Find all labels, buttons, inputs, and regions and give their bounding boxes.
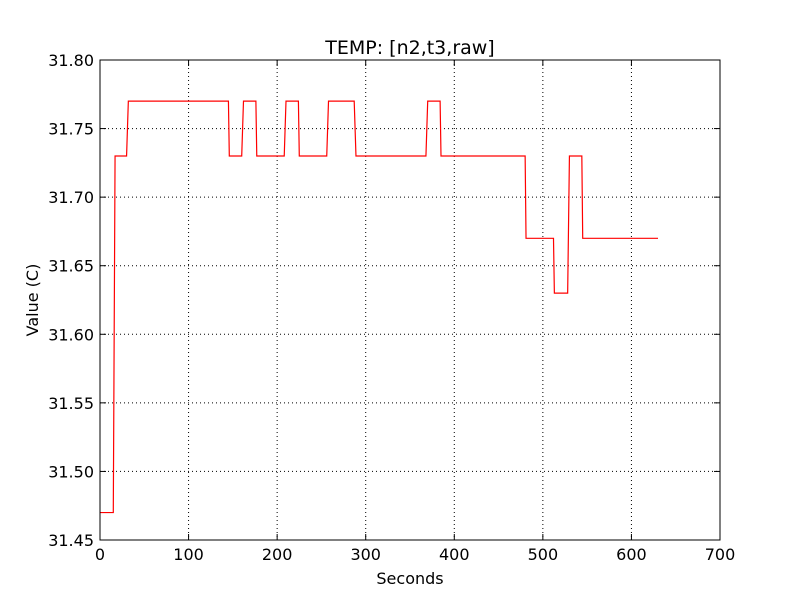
x-tick-label: 500 — [528, 545, 559, 564]
y-tick-labels: 31.45 31.50 31.55 31.60 31.65 31.70 31.75 31.80 — [48, 51, 94, 550]
y-tick-label: 31.45 — [48, 531, 94, 550]
x-tick-label: 600 — [616, 545, 647, 564]
plot-background — [100, 60, 720, 540]
plot-frame — [99, 59, 721, 541]
y-tick-label: 31.80 — [48, 51, 94, 70]
y-axis-label: Value (C) — [23, 264, 42, 337]
series-line — [100, 100, 658, 514]
grid-layer — [100, 60, 720, 540]
x-axis-label: Seconds — [376, 569, 443, 588]
x-tick-label: 200 — [262, 545, 293, 564]
y-tick-label: 31.60 — [48, 325, 94, 344]
y-tick-label: 31.65 — [48, 257, 94, 276]
y-tick-label: 31.70 — [48, 188, 94, 207]
x-tick-labels: 0 100 200 300 400 500 600 700 — [95, 545, 735, 564]
x-tick-label: 0 — [95, 545, 105, 564]
y-tick-label: 31.55 — [48, 394, 94, 413]
y-tick-label: 31.50 — [48, 462, 94, 481]
y-tick-label: 31.75 — [48, 120, 94, 139]
chart-title: TEMP: [n2,t3,raw] — [324, 37, 494, 59]
x-tick-label: 700 — [705, 545, 736, 564]
tick-layer — [99, 59, 721, 541]
x-tick-label: 300 — [350, 545, 381, 564]
x-tick-label: 400 — [439, 545, 470, 564]
x-tick-label: 100 — [173, 545, 204, 564]
series-layer — [100, 100, 658, 514]
